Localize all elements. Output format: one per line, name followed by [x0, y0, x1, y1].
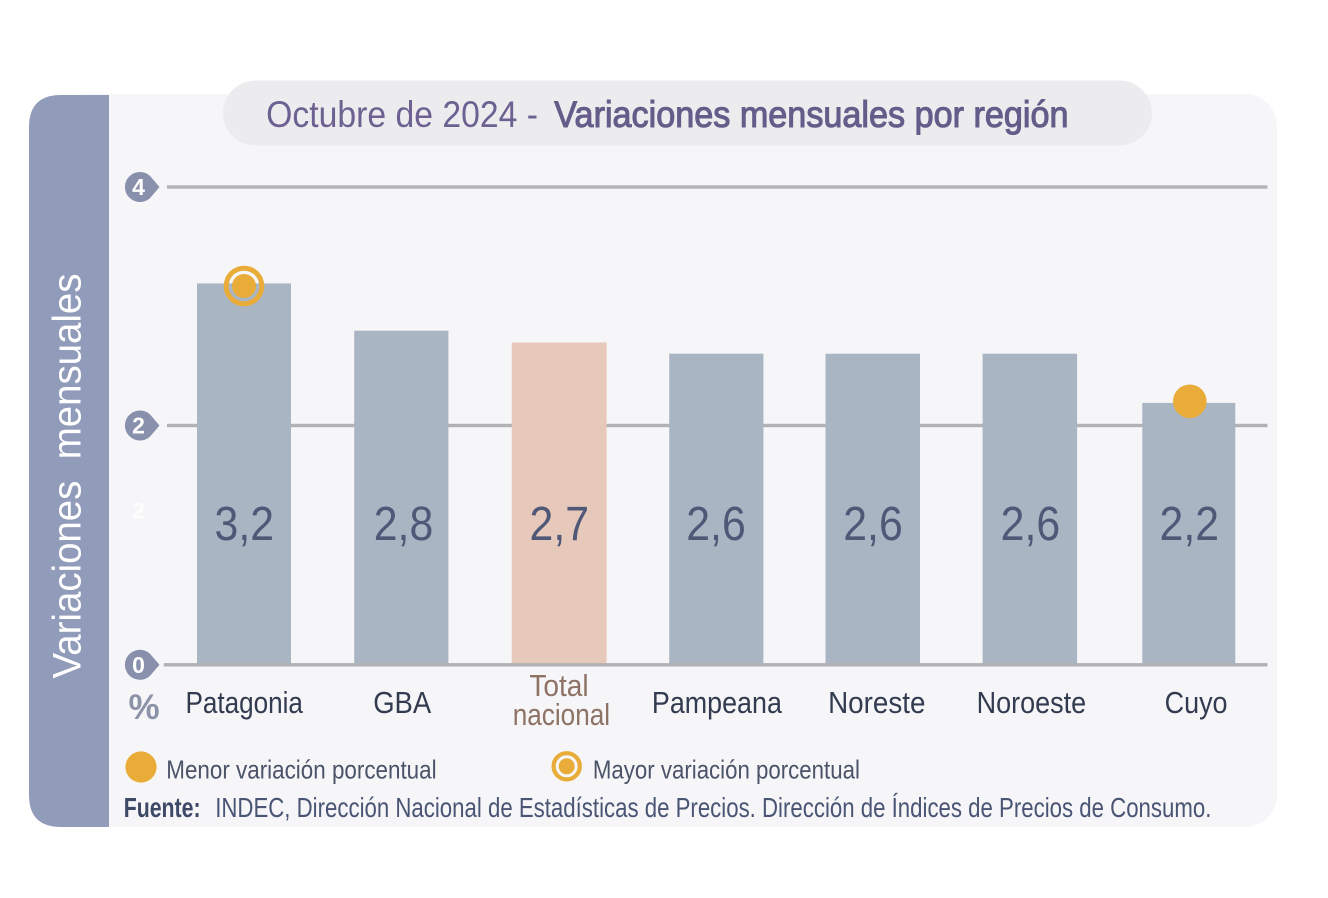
svg-text:3,2: 3,2	[215, 497, 275, 551]
svg-text:Noroeste: Noroeste	[977, 685, 1087, 720]
svg-text:2,7: 2,7	[530, 497, 590, 551]
svg-text:nacional: nacional	[513, 697, 610, 732]
svg-text:2,8: 2,8	[374, 497, 434, 551]
svg-text:2,2: 2,2	[1160, 497, 1220, 551]
svg-text:GBA: GBA	[373, 685, 431, 720]
svg-text:Variaciones mensuales: Variaciones mensuales	[46, 274, 90, 679]
svg-text:2,6: 2,6	[686, 497, 746, 551]
svg-text:Mayor variación porcentual: Mayor variación porcentual	[593, 754, 860, 784]
svg-text:Octubre de 2024 -: Octubre de 2024 -	[266, 93, 538, 135]
svg-text:2: 2	[132, 498, 145, 524]
svg-text:%: %	[128, 688, 159, 727]
svg-text:2: 2	[132, 413, 145, 439]
svg-text:0: 0	[132, 652, 145, 678]
svg-text:Cuyo: Cuyo	[1165, 685, 1228, 720]
svg-text:4: 4	[132, 174, 145, 200]
svg-text:Noreste: Noreste	[828, 685, 925, 720]
svg-text:Pampeana: Pampeana	[652, 685, 783, 720]
svg-text:2,6: 2,6	[843, 497, 903, 551]
svg-text:INDEC, Dirección Nacional de E: INDEC, Dirección Nacional de Estadística…	[215, 792, 1211, 823]
svg-text:Patagonia: Patagonia	[185, 685, 303, 720]
svg-text:2,6: 2,6	[1001, 497, 1061, 551]
svg-text:Variaciones mensuales por regi: Variaciones mensuales por región	[554, 93, 1068, 135]
svg-text:Total: Total	[529, 668, 588, 703]
svg-text:Fuente:: Fuente:	[124, 792, 201, 823]
svg-text:Menor variación porcentual: Menor variación porcentual	[166, 754, 436, 784]
